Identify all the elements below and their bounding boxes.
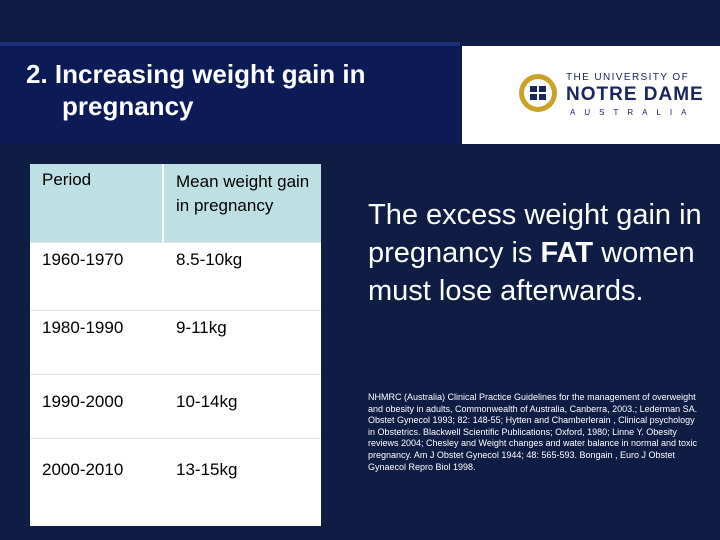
weight-gain-table: Period Mean weight gain in pregnancy 196… [30, 164, 321, 526]
table-cell-period: 1990-2000 [42, 392, 124, 411]
logo-text-line2: NOTRE DAME [566, 84, 704, 105]
table-cell-gain: 10-14kg [176, 392, 238, 411]
title-band [0, 42, 460, 144]
table-header-mean-weight-gain: Mean weight gain in pregnancy [176, 172, 310, 215]
table-header-row [30, 164, 321, 242]
logo-text-line3: AUSTRALIA [570, 108, 696, 117]
table-header-period: Period [42, 170, 92, 189]
table-cell-gain: 13-15kg [176, 460, 238, 479]
statement-part1: The excess weight gain in pregnancy is [368, 199, 702, 269]
statement-part2: women must lose afterwards. [368, 237, 695, 307]
table-cell-gain: 8.5-10kg [176, 250, 243, 269]
table-row-divider [30, 438, 321, 439]
references-text: NHMRC (Australia) Clinical Practice Guid… [368, 392, 698, 472]
university-seal-icon [519, 74, 557, 112]
table-cell-period: 1980-1990 [42, 318, 124, 337]
table-cell-gain: 9-11kg [176, 318, 227, 337]
slide-title: 2. Increasing weight gain in pregnancy [26, 58, 456, 122]
slide-title-line1: 2. Increasing weight gain in [26, 59, 366, 89]
statement-fat-emphasis: FAT [540, 237, 594, 269]
logo-text-line1: THE UNIVERSITY OF [566, 72, 690, 83]
table-column-divider [162, 164, 164, 526]
title-band-top-bar [0, 42, 460, 46]
table-row-divider [30, 374, 321, 375]
logo-top-bar [462, 42, 720, 46]
table-row-divider [30, 242, 321, 243]
university-logo: THE UNIVERSITY OF NOTRE DAME AUSTRALIA [462, 42, 720, 144]
slide-title-line2: pregnancy [62, 91, 194, 121]
table-row-divider [30, 310, 321, 311]
table-cell-period: 2000-2010 [42, 460, 124, 479]
key-statement: The excess weight gain in pregnancy is F… [368, 196, 708, 310]
table-cell-period: 1960-1970 [42, 250, 124, 269]
